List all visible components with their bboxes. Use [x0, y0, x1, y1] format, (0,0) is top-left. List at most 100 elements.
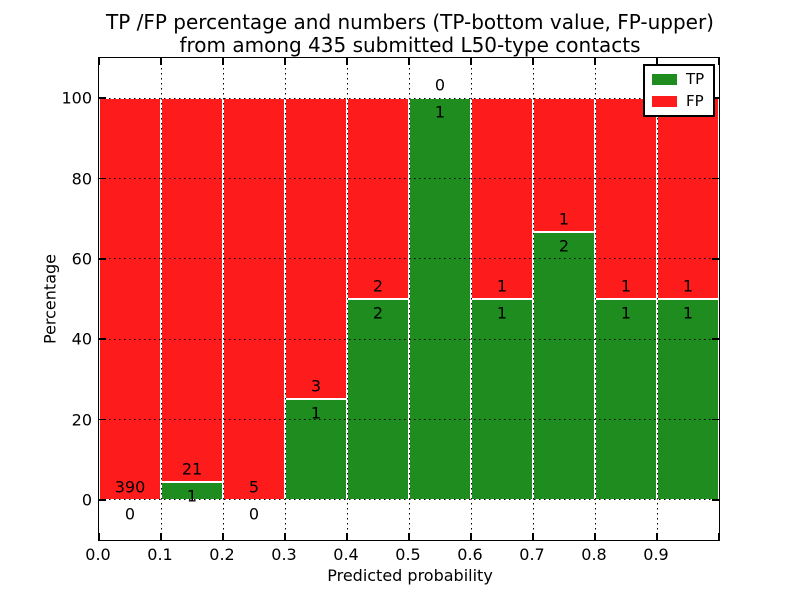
chart-title-line2: from among 435 submitted L50-type contac… [179, 33, 641, 57]
fp-count-label: 5 [248, 477, 260, 497]
tp-count-label: 1 [186, 486, 198, 506]
legend: TP FP [643, 64, 715, 117]
x-tick-label: 0.8 [581, 545, 607, 564]
fp-bar [161, 98, 223, 482]
x-tick-mark [408, 533, 410, 540]
tp-bar [347, 299, 409, 500]
chart-title-line1: TP /FP percentage and numbers (TP-bottom… [106, 10, 714, 34]
legend-entry-fp: FP [652, 94, 706, 109]
x-tick-mark [408, 58, 410, 65]
x-tick-label: 0.6 [457, 545, 483, 564]
x-axis-label: Predicted probability [327, 566, 493, 585]
x-tick-mark [532, 58, 534, 65]
h-gridline [99, 97, 719, 99]
v-gridline [594, 58, 596, 540]
fp-count-label: 1 [620, 276, 632, 296]
x-tick-mark [98, 533, 100, 540]
y-axis-tick-labels: 0 20 40 60 80 100 [20, 58, 92, 540]
tp-count-label: 1 [682, 303, 694, 323]
x-tick-mark [594, 533, 596, 540]
fp-bar [657, 98, 719, 299]
x-tick-mark [594, 58, 596, 65]
plot-area: TP FP 390 0 21 1 5 0 3 1 2 2 0 1 1 1 1 2 1 1 1 1 [98, 57, 720, 541]
fp-count-label: 1 [558, 209, 570, 229]
tp-count-label: 0 [124, 504, 136, 524]
v-gridline [408, 58, 410, 540]
x-tick-mark [222, 533, 224, 540]
y-tick-mark [712, 338, 719, 340]
v-gridline [532, 58, 534, 540]
y-tick-mark [99, 258, 106, 260]
y-tick-label: 60 [71, 249, 92, 269]
x-tick-label: 0.0 [85, 545, 111, 564]
legend-entry-tp: TP [652, 72, 706, 87]
h-gridline [99, 338, 719, 340]
y-tick-mark [99, 97, 106, 99]
x-tick-label: 0.5 [395, 545, 421, 564]
h-gridline [99, 258, 719, 260]
fp-bar [99, 98, 161, 500]
y-tick-mark [712, 97, 719, 99]
legend-label-tp: TP [686, 70, 705, 88]
fp-count-label: 0 [434, 75, 446, 95]
y-tick-label: 40 [71, 329, 92, 349]
tp-bar [533, 232, 595, 500]
y-tick-mark [99, 177, 106, 180]
x-tick-label: 0.7 [519, 545, 545, 564]
tp-count-label: 1 [496, 303, 508, 323]
x-tick-mark [284, 58, 286, 65]
x-tick-mark [470, 533, 472, 540]
h-gridline [99, 178, 719, 179]
tp-count-label: 1 [620, 303, 632, 323]
y-tick-label: 0 [81, 490, 92, 510]
y-tick-mark [712, 258, 719, 260]
fp-count-label: 21 [181, 459, 203, 479]
tp-bar [595, 299, 657, 500]
tp-count-label: 2 [372, 303, 384, 323]
tp-bar [471, 299, 533, 500]
x-tick-mark [284, 533, 286, 540]
fp-bar [223, 98, 285, 500]
x-tick-mark [656, 58, 658, 65]
h-gridline [99, 419, 719, 420]
y-tick-mark [712, 499, 719, 501]
fp-bar [595, 98, 657, 299]
v-gridline [470, 58, 472, 540]
tp-color-swatch [652, 74, 677, 85]
y-tick-label: 80 [71, 169, 92, 188]
fp-count-label: 1 [496, 276, 508, 296]
chart-title: TP /FP percentage and numbers (TP-bottom… [100, 11, 720, 57]
y-tick-mark [99, 499, 106, 501]
x-axis-tick-labels: 0.0 0.1 0.2 0.3 0.4 0.5 0.6 0.7 0.8 0.9 [85, 545, 718, 567]
x-tick-mark [160, 58, 162, 65]
fp-bar [285, 98, 347, 400]
x-tick-mark [718, 58, 720, 65]
legend-label-fp: FP [686, 92, 704, 110]
x-tick-mark [532, 533, 534, 540]
x-tick-label: 0.2 [209, 545, 235, 564]
tp-count-label: 1 [434, 102, 446, 122]
fp-count-label: 2 [372, 276, 384, 296]
x-tick-label: 0.9 [643, 545, 669, 564]
x-tick-mark [98, 58, 100, 65]
fp-bar [471, 98, 533, 299]
x-tick-mark [160, 533, 162, 540]
fp-color-swatch [652, 96, 677, 107]
v-gridline [284, 58, 286, 540]
y-tick-mark [99, 418, 106, 421]
v-gridline [346, 58, 348, 540]
x-tick-label: 0.1 [147, 545, 173, 564]
y-tick-label: 100 [61, 88, 92, 108]
fp-count-label: 390 [114, 477, 146, 497]
x-tick-label: 0.3 [271, 545, 297, 564]
fp-bar [347, 98, 409, 299]
x-tick-mark [718, 533, 720, 540]
tp-count-label: 0 [248, 504, 260, 524]
y-tick-mark [712, 177, 719, 180]
y-tick-mark [99, 338, 106, 340]
fp-count-label: 3 [310, 376, 322, 396]
tp-count-label: 2 [558, 236, 570, 256]
tp-bar [657, 299, 719, 500]
y-tick-label: 20 [71, 410, 92, 429]
tp-count-label: 1 [310, 403, 322, 423]
